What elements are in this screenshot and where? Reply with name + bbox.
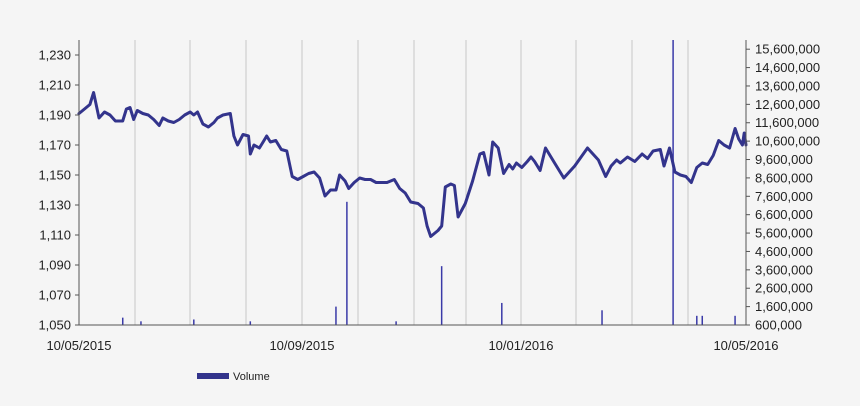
- left-tick-label-2: 1,090: [38, 258, 71, 273]
- volume-bar-8: [501, 302, 503, 325]
- legend-label-volume: Volume: [233, 371, 270, 383]
- left-tick-label-1: 1,070: [38, 288, 71, 303]
- volume-bar-0: [121, 317, 124, 325]
- right-tick-label-12: 12,600,000: [755, 97, 820, 112]
- left-tick-label-8: 1,210: [38, 78, 71, 93]
- right-tick-label-10: 10,600,000: [755, 134, 820, 149]
- right-tick-label-1: 1,600,000: [755, 299, 813, 314]
- left-tick-label-4: 1,130: [38, 198, 71, 213]
- right-tick-label-13: 13,600,000: [755, 78, 820, 93]
- legend: Volume: [197, 371, 270, 383]
- left-tick-label-9: 1,230: [38, 48, 71, 63]
- volume-bar-1: [140, 321, 142, 325]
- volume-bars: [121, 40, 736, 325]
- right-axis-ticks: 600,000 1,600,000 2,600,000 3,600,000 4,600,…: [746, 42, 820, 333]
- gridlines: [134, 40, 689, 325]
- price-line-group: [77, 91, 748, 238]
- left-tick-label-5: 1,150: [38, 168, 71, 183]
- right-tick-label-14: 14,600,000: [755, 60, 820, 75]
- x-axis-ticks: 10/05/2015 10/09/2015 10/01/2016 10/05/2016: [46, 338, 778, 353]
- volume-bar-5: [346, 201, 348, 325]
- volume-bar-13: [734, 315, 736, 325]
- x-tick-label-2: 10/01/2016: [488, 338, 553, 353]
- right-tick-label-6: 6,600,000: [755, 207, 813, 222]
- right-tick-label-8: 8,600,000: [755, 170, 813, 185]
- volume-bar-10: [672, 40, 674, 325]
- price-line: [77, 91, 748, 238]
- right-tick-label-15: 15,600,000: [755, 42, 820, 57]
- axes: [78, 40, 747, 326]
- volume-bar-12: [701, 315, 704, 325]
- volume-bar-11: [696, 315, 698, 325]
- right-tick-label-11: 11,600,000: [755, 115, 819, 130]
- right-tick-label-9: 9,600,000: [755, 152, 813, 167]
- left-tick-label-6: 1,170: [38, 138, 71, 153]
- volume-bar-7: [440, 266, 443, 325]
- right-tick-label-3: 3,600,000: [755, 262, 813, 277]
- x-tick-label-1: 10/09/2015: [269, 338, 334, 353]
- right-tick-label-0: 600,000: [755, 318, 802, 333]
- volume-bar-2: [193, 319, 195, 325]
- left-tick-label-0: 1,050: [38, 318, 71, 333]
- volume-bar-3: [249, 321, 252, 325]
- volume-bar-4: [335, 306, 337, 325]
- left-tick-label-3: 1,110: [39, 228, 71, 243]
- x-tick-label-0: 10/05/2015: [46, 338, 111, 353]
- legend-swatch-volume: [197, 373, 229, 379]
- volume-bar-9: [601, 310, 603, 325]
- right-tick-label-4: 4,600,000: [755, 244, 813, 259]
- right-tick-label-7: 7,600,000: [755, 189, 813, 204]
- x-tick-label-3: 10/05/2016: [713, 338, 778, 353]
- right-tick-label-2: 2,600,000: [755, 281, 813, 296]
- right-tick-label-5: 5,600,000: [755, 226, 813, 241]
- left-tick-label-7: 1,190: [38, 108, 71, 123]
- left-axis-ticks: 1,050 1,070 1,090 1,110 1,130 1,150 1,170 1,190…: [38, 48, 79, 333]
- volume-bar-6: [395, 321, 397, 325]
